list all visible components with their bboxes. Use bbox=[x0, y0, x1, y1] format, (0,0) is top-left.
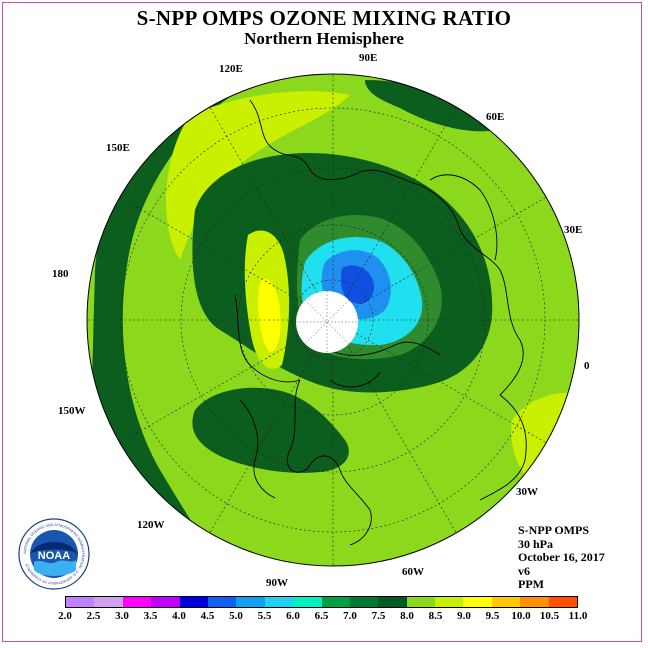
meridian-lines bbox=[87, 74, 579, 566]
color-bar-tick-label: 9.5 bbox=[485, 610, 500, 622]
color-bar-segment bbox=[151, 597, 180, 607]
color-bar-tick-label: 7.5 bbox=[371, 610, 386, 622]
ozone-field-7-north-band bbox=[365, 80, 495, 132]
color-bar-tick-label: 4.0 bbox=[172, 610, 186, 622]
color-bar-segment bbox=[520, 597, 549, 607]
color-bar-segment bbox=[66, 597, 95, 607]
product-info: S-NPP OMPS 30 hPa October 16, 2017 v6 PP… bbox=[518, 523, 605, 592]
color-bar-tick-label: 8.5 bbox=[428, 610, 443, 622]
color-bar-tick-label: 7.0 bbox=[343, 610, 357, 622]
color-bar-segment bbox=[463, 597, 492, 607]
color-bar-tick-label: 5.0 bbox=[229, 610, 243, 622]
color-bar-segment bbox=[293, 597, 322, 607]
color-bar-segment bbox=[321, 597, 350, 607]
color-bar-tick-label: 10.0 bbox=[511, 610, 531, 622]
color-bar-segment bbox=[207, 597, 237, 607]
lon-label-90e: 90E bbox=[359, 52, 378, 64]
color-bar-segment bbox=[94, 597, 123, 607]
color-bar-tick-label: 5.5 bbox=[257, 610, 272, 622]
color-bar-tick-label: 3.0 bbox=[115, 610, 129, 622]
color-bar-tick-label: 2.0 bbox=[58, 610, 72, 622]
lon-label-150w: 150W bbox=[58, 405, 86, 417]
color-bar-tick-label: 8.0 bbox=[400, 610, 414, 622]
ozone-field-7-outer-arc bbox=[92, 85, 250, 566]
lon-label-60w: 60W bbox=[402, 566, 424, 578]
color-bar-segment bbox=[349, 597, 379, 607]
lon-label-180: 180 bbox=[52, 268, 69, 280]
lon-label-60e: 60E bbox=[486, 111, 505, 123]
color-bar-segment bbox=[378, 597, 407, 607]
ozone-field-4.5-5 bbox=[340, 265, 375, 304]
color-bar-segment bbox=[122, 597, 152, 607]
color-bar-tick-label: 2.5 bbox=[86, 610, 101, 622]
info-date: October 16, 2017 bbox=[518, 550, 605, 564]
color-bar-segment bbox=[264, 597, 294, 607]
color-bar-tick-label: 4.5 bbox=[200, 610, 215, 622]
color-bar-tick-label: 10.5 bbox=[539, 610, 560, 622]
lon-label-0: 0 bbox=[584, 360, 590, 372]
ozone-field-8-8.5 bbox=[258, 279, 281, 352]
lon-label-120w: 120W bbox=[137, 519, 165, 531]
coastlines bbox=[234, 99, 527, 546]
color-bar-tick-label: 11.0 bbox=[568, 610, 588, 622]
globe-outline bbox=[86, 73, 580, 567]
info-instrument: S-NPP OMPS bbox=[518, 523, 589, 537]
lon-label-120e: 120E bbox=[219, 63, 243, 75]
lon-label-150e: 150E bbox=[106, 142, 130, 154]
color-bar-tick-label: 6.5 bbox=[314, 610, 329, 622]
ozone-field-7-north-america bbox=[192, 387, 349, 473]
lon-label-90w: 90W bbox=[266, 577, 288, 589]
noaa-logo: NOAA NATIONAL OCEANIC AND ATMOSPHERIC AD… bbox=[18, 518, 90, 590]
color-bar-tick-label: 9.0 bbox=[457, 610, 471, 622]
map-subtitle: Northern Hemisphere bbox=[244, 29, 404, 48]
color-bar-ticks: 2.0 2.5 3.0 3.5 4.0 4.5 5.0 5.5 6.0 6.5 7.0 7.5 8.0 8… bbox=[0, 610, 648, 624]
color-bar-segment bbox=[179, 597, 208, 607]
logo-text: NOAA bbox=[38, 550, 70, 562]
color-bar-segment bbox=[236, 597, 265, 607]
ozone-field-7.5-8-northwest bbox=[166, 91, 350, 260]
color-bar-segment bbox=[435, 597, 464, 607]
color-bar-segment bbox=[406, 597, 436, 607]
color-bar-tick-label: 6.0 bbox=[286, 610, 300, 622]
lon-label-30w: 30W bbox=[516, 486, 538, 498]
plot-frame bbox=[2, 2, 642, 642]
color-bar bbox=[65, 596, 578, 608]
lon-label-30e: 30E bbox=[564, 224, 583, 236]
info-level: 30 hPa bbox=[518, 536, 554, 551]
color-bar-segment bbox=[548, 597, 578, 607]
map-title: S-NPP OMPS OZONE MIXING RATIO bbox=[136, 6, 512, 30]
info-version: v6 bbox=[518, 563, 530, 578]
color-bar-segment bbox=[491, 597, 521, 607]
info-units: PPM bbox=[518, 577, 544, 591]
color-bar-tick-label: 3.5 bbox=[143, 610, 158, 622]
